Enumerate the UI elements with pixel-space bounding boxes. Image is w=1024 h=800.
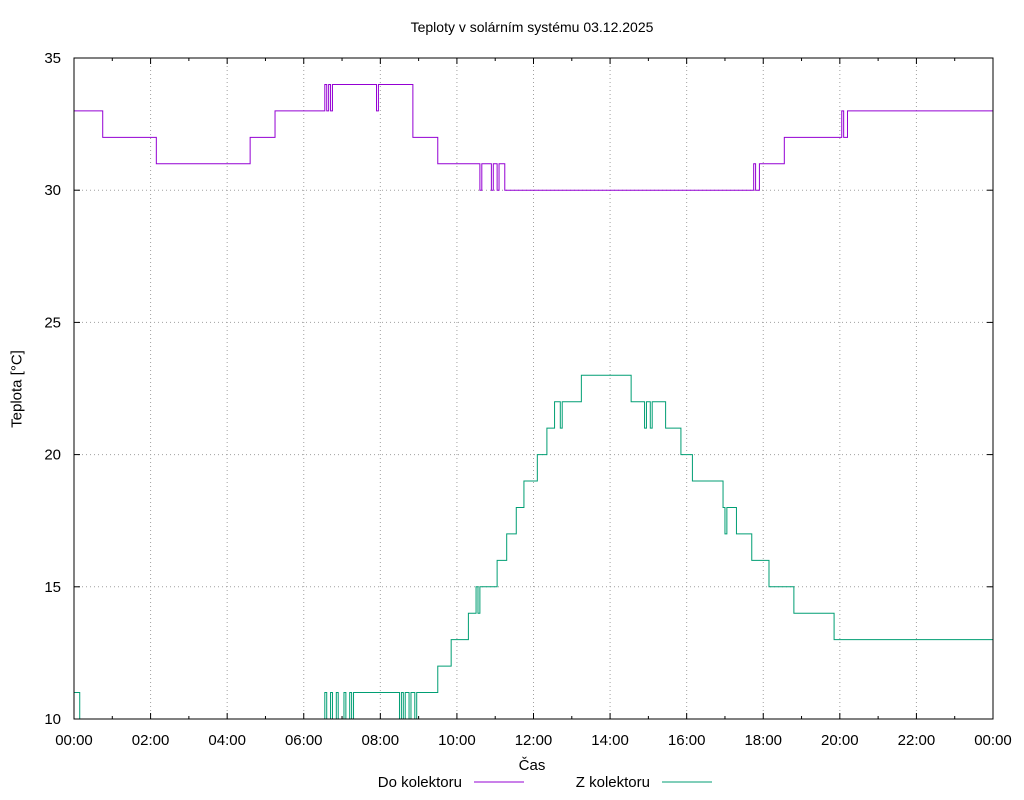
series-line-2 xyxy=(74,374,993,720)
x-tick-label: 16:00 xyxy=(668,732,706,749)
y-tick-labels: 10 15 20 25 30 35 xyxy=(44,50,61,728)
legend: Do kolektoru Z kolektoru xyxy=(378,774,712,791)
y-tick-label: 20 xyxy=(44,447,61,464)
x-tick-label: 02:00 xyxy=(132,732,170,749)
y-tick-label: 10 xyxy=(44,711,61,728)
x-tick-label: 10:00 xyxy=(438,732,476,749)
legend-item: Do kolektoru xyxy=(378,774,524,791)
x-tick-labels: 00:00 02:00 04:00 06:00 08:00 10:00 12:00 14:00… xyxy=(55,732,1012,749)
y-tick-label: 30 xyxy=(44,182,61,199)
y-tick-label: 35 xyxy=(44,50,61,67)
x-tick-label: 14:00 xyxy=(591,732,629,749)
y-tick-label: 25 xyxy=(44,314,61,331)
x-tick-label: 22:00 xyxy=(898,732,936,749)
series-lines xyxy=(74,83,993,720)
tick-marks xyxy=(73,57,994,720)
plot-border xyxy=(73,57,994,720)
x-tick-label: 12:00 xyxy=(515,732,553,749)
legend-item: Z kolektoru xyxy=(576,774,712,791)
legend-label: Z kolektoru xyxy=(576,774,650,791)
grid-lines xyxy=(74,58,993,719)
x-axis-label: Čas xyxy=(518,757,546,774)
plot-frame xyxy=(73,57,994,720)
x-tick-label: 00:00 xyxy=(974,732,1012,749)
x-tick-label: 04:00 xyxy=(208,732,246,749)
y-axis-label: Teplota [°C] xyxy=(8,350,26,428)
x-tick-label: 00:00 xyxy=(55,732,93,749)
series-line-1 xyxy=(74,83,993,191)
chart-title: Teploty v solárním systému 03.12.2025 xyxy=(410,19,654,35)
y-tick-label: 15 xyxy=(44,579,61,596)
x-tick-label: 20:00 xyxy=(821,732,859,749)
x-tick-label: 06:00 xyxy=(285,732,323,749)
legend-label: Do kolektoru xyxy=(378,774,462,791)
x-tick-label: 08:00 xyxy=(362,732,400,749)
x-tick-label: 18:00 xyxy=(744,732,782,749)
